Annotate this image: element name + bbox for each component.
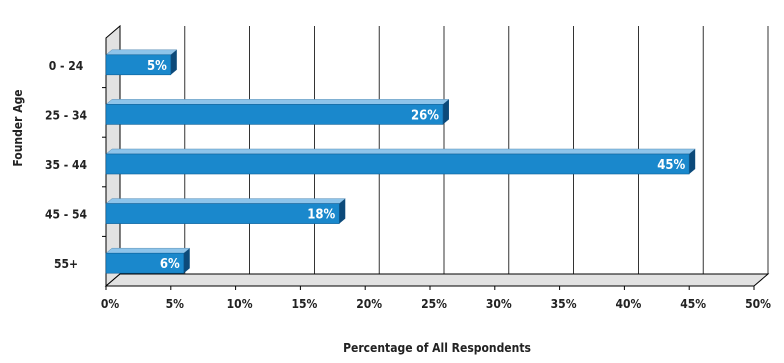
x-tick-label: 0% <box>101 297 120 311</box>
bar <box>105 252 185 274</box>
bar-top-face <box>105 99 450 105</box>
y-axis-categories: 0 - 24 25 - 34 35 - 44 45 - 54 55+ <box>45 59 106 271</box>
x-tick-label: 25% <box>421 297 447 311</box>
x-axis-title: Percentage of All Respondents <box>343 341 531 355</box>
bar-data-label: 6% <box>160 257 180 272</box>
x-tick-label: 45% <box>680 297 706 311</box>
bar-data-label: 26% <box>411 108 439 123</box>
y-category-label: 35 - 44 <box>45 158 88 172</box>
bar-top-face <box>105 148 696 155</box>
bar-side-face <box>339 198 346 224</box>
bar-top-face <box>105 247 191 254</box>
chart-floor <box>104 273 770 287</box>
bar-side-face <box>170 49 177 75</box>
x-tick-label: 40% <box>615 297 641 311</box>
bar-data-label: 5% <box>147 59 167 74</box>
x-tick-label: 50% <box>745 297 771 311</box>
bar <box>105 54 172 76</box>
x-tick-label: 35% <box>551 297 577 311</box>
bar <box>105 153 690 175</box>
x-tick-label: 20% <box>356 297 382 311</box>
x-tick-label: 15% <box>291 297 317 311</box>
bars-group: 5% 26% 45% 18% 6% <box>105 49 696 274</box>
bar-side-face <box>689 149 696 174</box>
bar-side-face <box>442 99 449 125</box>
bar-data-label: 45% <box>657 158 685 173</box>
x-tick-label: 10% <box>227 297 253 311</box>
bar-side-face <box>183 248 190 274</box>
x-axis-ticks: 0% 5% 10% 15% 20% 25% 30% 35% 40% 45% 50% <box>101 286 771 311</box>
bar <box>105 203 340 224</box>
y-category-label: 45 - 54 <box>45 208 88 222</box>
bar <box>105 104 444 125</box>
x-tick-label: 5% <box>166 297 185 311</box>
bar-top-face <box>105 198 346 204</box>
y-category-label: 55+ <box>54 257 78 271</box>
y-category-label: 0 - 24 <box>49 59 84 73</box>
y-category-label: 25 - 34 <box>45 108 88 122</box>
bar-top-face <box>105 49 178 56</box>
y-axis-title: Founder Age <box>11 89 25 166</box>
bar-data-label: 18% <box>307 208 335 223</box>
x-tick-label: 30% <box>486 297 512 311</box>
